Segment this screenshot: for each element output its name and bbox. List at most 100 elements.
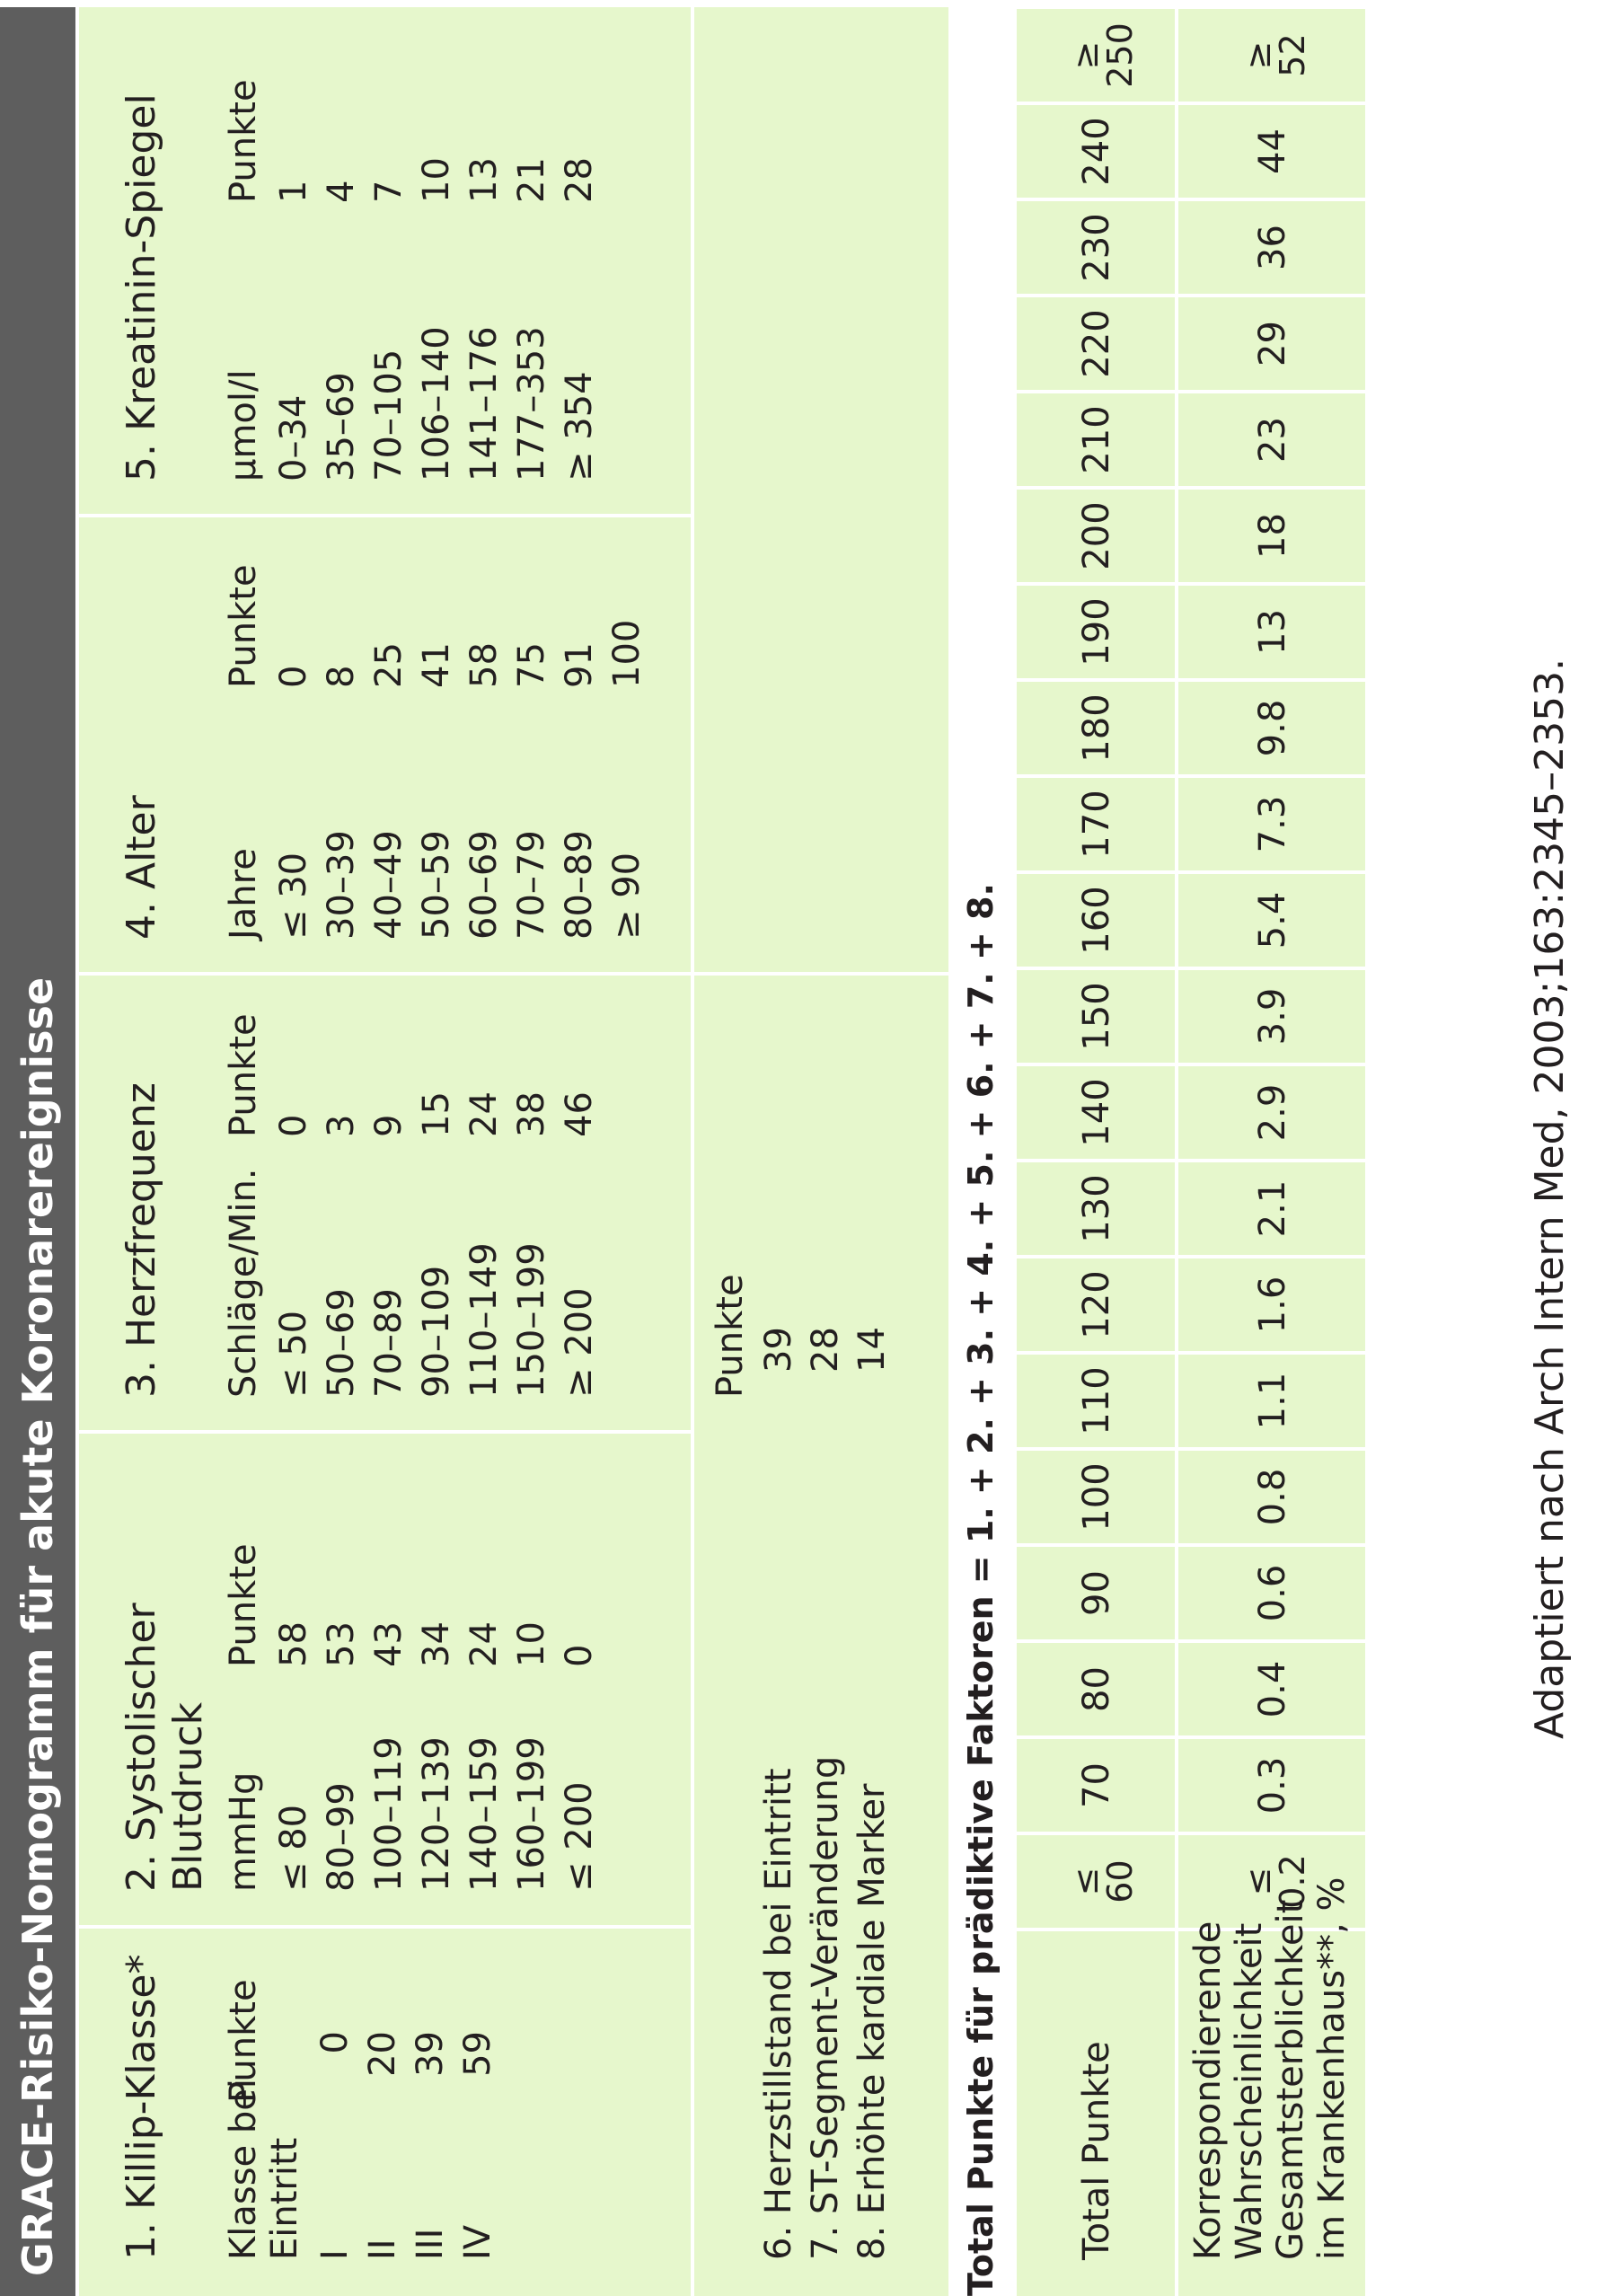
total-points-cell-part: 250: [1100, 22, 1140, 88]
mortality-cell-part: ≥: [1239, 40, 1278, 70]
factor-3-points: 24: [463, 1091, 505, 1137]
factor-5-value: 0–34: [273, 394, 314, 481]
factor-4-value: ≤ 30: [273, 852, 314, 940]
total-points-cell: 110: [1076, 1366, 1117, 1435]
total-points-cell: 220: [1076, 309, 1117, 378]
other-factor-label: 6. Herzstillstand bei Eintritt: [758, 1768, 799, 2260]
total-points-cell: ≥250: [1066, 7, 1140, 103]
factor-5-value: 177–353: [511, 326, 552, 481]
factor-2-points: 10: [511, 1621, 552, 1667]
grid-col-line: [1017, 870, 1365, 874]
factor-3-points: 9: [368, 1114, 410, 1137]
factor-4-value: 70–79: [511, 830, 552, 940]
total-points-cell: 240: [1076, 117, 1117, 186]
factor-2-points: 24: [463, 1621, 505, 1667]
grid-col-line: [1017, 1639, 1365, 1643]
factor-3-value: ≥ 200: [559, 1287, 600, 1398]
factor-5-heading: 5. Kreatinin-Spiegel: [119, 93, 164, 481]
factor-4-value: ≥ 90: [606, 852, 648, 940]
mortality-cell: 9.8: [1252, 699, 1293, 757]
mortality-label: Wahrscheinlichkeit: [1229, 1922, 1270, 2260]
factor-1-value: III: [410, 2228, 451, 2260]
factor-4-points: 41: [416, 642, 457, 688]
factor-3-points: 38: [511, 1091, 552, 1137]
mortality-cell: 23: [1252, 417, 1293, 463]
other-factor-points: 39: [758, 1327, 799, 1373]
mortality-cell: 0.6: [1252, 1564, 1293, 1622]
mortality-cell: 18: [1252, 513, 1293, 559]
factor-4-col2-header: Punkte: [223, 564, 264, 688]
mortality-cell: 7.3: [1252, 795, 1293, 853]
factor-3-col1-header: Schläge/Min.: [223, 1168, 264, 1398]
factor-4-value: 40–49: [368, 830, 410, 940]
factor-4-value: 80–89: [559, 830, 600, 940]
panel-empty: [694, 7, 948, 972]
factor-5-value: 141–176: [463, 326, 505, 481]
grid-col-line: [1017, 967, 1365, 970]
mortality-cell-part: 0.2: [1273, 1854, 1312, 1909]
factor-5-value: ≥ 354: [559, 371, 600, 481]
factor-3-value: 50–69: [321, 1288, 362, 1398]
factor-3-col2-header: Punkte: [223, 1013, 264, 1137]
factor-3-heading: 3. Herzfrequenz: [119, 1082, 164, 1398]
total-points-cell: 180: [1076, 693, 1117, 763]
factor-4-col1-header: Jahre: [223, 848, 264, 940]
factor-5-points: 10: [416, 157, 457, 203]
grid-col-line: [1017, 1159, 1365, 1162]
factor-5-col2-header: Punkte: [223, 79, 264, 203]
mortality-cell: 0.4: [1252, 1660, 1293, 1718]
total-points-cell: 100: [1076, 1462, 1117, 1532]
factor-2-value: 100–119: [368, 1736, 410, 1892]
factor-2-value: ≤ 80: [273, 1804, 314, 1892]
mortality-cell: 0.8: [1252, 1468, 1293, 1526]
total-points-cell: 160: [1076, 886, 1117, 955]
factor-4-points: 0: [273, 665, 314, 688]
factor-4-points: 100: [606, 619, 648, 688]
mortality-cell: 1.1: [1252, 1372, 1293, 1430]
page-title: GRACE-Risiko-Nomogramm für akute Koronar…: [0, 7, 75, 2296]
mortality-cell: 2.9: [1252, 1083, 1293, 1142]
factor-2-points: 58: [273, 1621, 314, 1667]
mortality-label: Korrespondierende: [1187, 1921, 1229, 2260]
factor-4-heading: 4. Alter: [119, 795, 164, 940]
factor-2-points: 34: [416, 1621, 457, 1667]
total-points-cell: 230: [1076, 213, 1117, 282]
factor-3-value: 70–89: [368, 1288, 410, 1398]
total-heading: Total Punkte für prädiktive Faktoren = 1…: [961, 883, 1001, 2296]
factor-2-points: 53: [321, 1621, 362, 1667]
mortality-cell: 3.9: [1252, 987, 1293, 1046]
factor-4-value: 50–59: [416, 830, 457, 940]
factor-4-value: 30–39: [321, 830, 362, 940]
factor-5-points: 21: [511, 157, 552, 203]
total-points-cell-part: 60: [1100, 1859, 1140, 1903]
factor-3-value: 150–199: [511, 1242, 552, 1398]
factor-5-col1-header: µmol/l: [223, 369, 264, 481]
factor-2-col2-header: Punkte: [223, 1543, 264, 1667]
factor-2-value: 160–199: [511, 1736, 552, 1892]
total-points-cell: 210: [1076, 405, 1117, 474]
factor-1-heading: 1. Killip-Klasse*: [119, 1954, 164, 2260]
mortality-cell: 0.3: [1252, 1756, 1293, 1815]
mortality-cell: 29: [1252, 321, 1293, 366]
grid-col-line: [1017, 390, 1365, 393]
factor-2-heading: Blutdruck: [165, 1701, 211, 1892]
total-points-cell: 120: [1076, 1270, 1117, 1339]
mortality-cell: 5.4: [1252, 891, 1293, 949]
other-factor-label: 7. ST-Segment-Veränderung: [805, 1755, 846, 2260]
total-points-cell: 130: [1076, 1174, 1117, 1243]
grid-col-line: [1017, 198, 1365, 201]
total-points-cell: 140: [1076, 1078, 1117, 1147]
factor-4-points: 58: [463, 642, 505, 688]
factor-4-points: 25: [368, 642, 410, 688]
factor-5-value: 106–140: [416, 326, 457, 481]
mortality-label: im Krankenhaus**, %: [1311, 1877, 1353, 2260]
total-points-cell: 190: [1076, 597, 1117, 667]
mortality-cell: 36: [1252, 225, 1293, 270]
mortality-cell: ≥52: [1239, 7, 1312, 103]
factor-5-points: 4: [321, 180, 362, 203]
factor-4-points: 8: [321, 665, 362, 688]
mortality-cell: 2.1: [1252, 1179, 1293, 1238]
factor-2-value: 140–159: [463, 1736, 505, 1892]
factor-1-points: 39: [410, 2031, 451, 2077]
